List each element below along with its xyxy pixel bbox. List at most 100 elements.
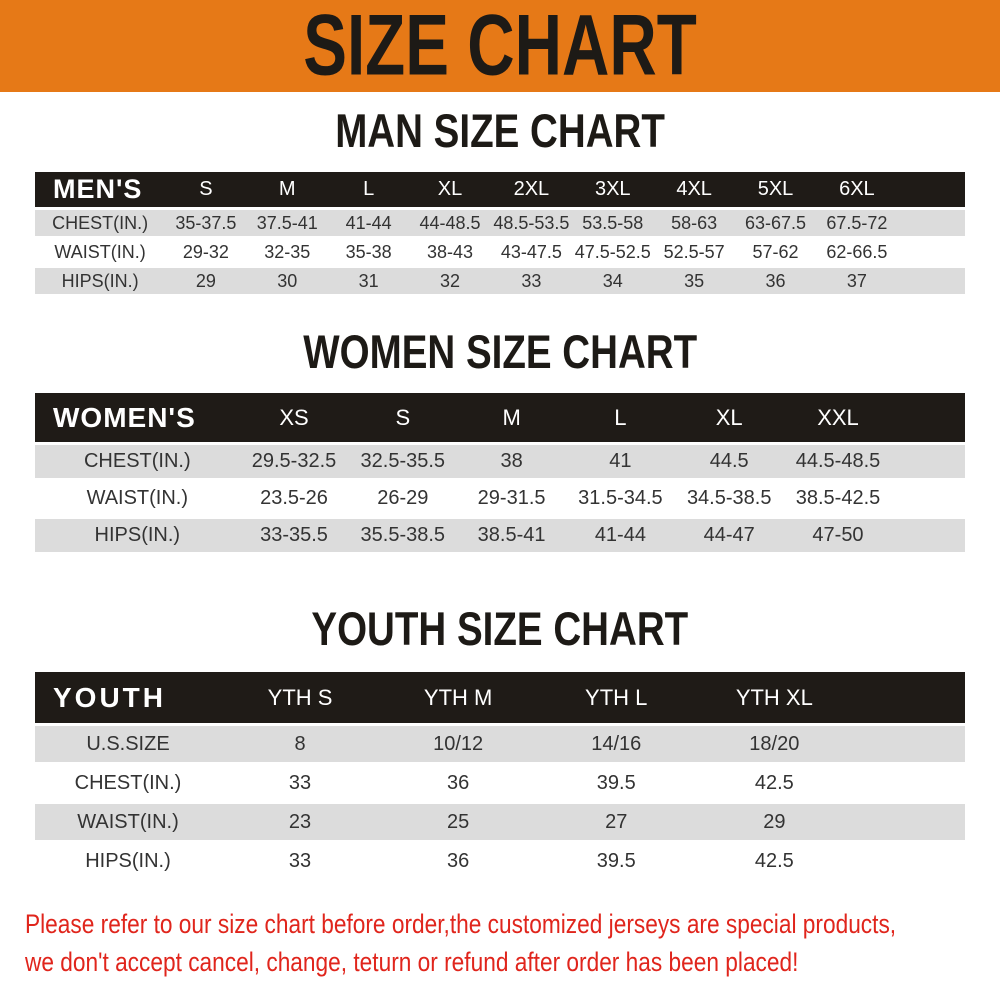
size-cell: 37.5-41	[246, 210, 328, 239]
size-cell: 44-47	[674, 519, 784, 556]
row-label: CHEST(IN.)	[35, 210, 166, 239]
row-label: HIPS(IN.)	[35, 268, 166, 297]
empty-cell	[853, 843, 965, 882]
size-cell: 38.5-41	[457, 519, 566, 556]
size-cell: 35-38	[327, 239, 410, 268]
table-row-ussize: U.S.SIZE 8 10/12 14/16 18/20	[35, 726, 965, 765]
size-cell: 29.5-32.5	[239, 445, 349, 482]
size-cell: 10/12	[379, 726, 538, 765]
row-label: WAIST(IN.)	[35, 482, 240, 519]
size-header-cell: 5XL	[734, 172, 817, 210]
man-section-title: MAN SIZE CHART	[335, 104, 665, 157]
size-cell: 25	[379, 804, 538, 843]
youth-table-title: YOUTH	[35, 672, 221, 726]
size-cell: 37	[816, 268, 898, 297]
empty-cell	[892, 445, 965, 482]
size-cell: 33	[221, 843, 380, 882]
size-cell: 53.5-58	[572, 210, 654, 239]
size-cell: 26-29	[348, 482, 458, 519]
table-row-waist: WAIST(IN.) 23.5-26 26-29 29-31.5 31.5-34…	[35, 482, 965, 519]
size-cell: 47.5-52.5	[572, 239, 654, 268]
size-cell: 41	[566, 445, 675, 482]
size-cell: 39.5	[537, 843, 696, 882]
size-cell: 31.5-34.5	[566, 482, 675, 519]
size-header-cell: 2XL	[490, 172, 573, 210]
table-row-hips: HIPS(IN.) 29 30 31 32 33 34 35 36 37	[35, 268, 965, 297]
size-cell: 31	[327, 268, 410, 297]
size-cell: 38-43	[409, 239, 491, 268]
size-header-cell: L	[566, 393, 675, 445]
size-cell: 44.5-48.5	[783, 445, 893, 482]
men-table-title: MEN'S	[35, 172, 166, 210]
size-header-cell: M	[457, 393, 566, 445]
size-cell: 58-63	[653, 210, 735, 239]
men-size-table: MEN'S S M L XL 2XL 3XL 4XL 5XL 6XL CHEST…	[35, 172, 965, 297]
row-label: U.S.SIZE	[35, 726, 221, 765]
table-row-waist: WAIST(IN.) 29-32 32-35 35-38 38-43 43-47…	[35, 239, 965, 268]
size-cell: 27	[537, 804, 696, 843]
size-header-cell: YTH XL	[695, 672, 854, 726]
size-header-cell: YTH M	[379, 672, 538, 726]
size-header-cell: 6XL	[816, 172, 898, 210]
size-cell: 39.5	[537, 765, 696, 804]
size-cell: 29	[695, 804, 854, 843]
size-header-cell: S	[348, 393, 458, 445]
size-header-cell: YTH S	[221, 672, 380, 726]
row-label: WAIST(IN.)	[35, 804, 221, 843]
size-header-cell: XL	[409, 172, 491, 210]
size-cell: 35	[653, 268, 735, 297]
banner-title: SIZE CHART	[303, 0, 697, 94]
women-table-title: WOMEN'S	[35, 393, 240, 445]
empty-cell	[853, 726, 965, 765]
size-header-cell: YTH L	[537, 672, 696, 726]
size-cell: 44-48.5	[409, 210, 491, 239]
footer-warning: Please refer to our size chart before or…	[25, 906, 1000, 982]
size-cell: 23	[221, 804, 380, 843]
size-cell: 43-47.5	[490, 239, 573, 268]
table-row-chest: CHEST(IN.) 35-37.5 37.5-41 41-44 44-48.5…	[35, 210, 965, 239]
size-cell: 36	[379, 843, 538, 882]
size-header-cell: L	[327, 172, 410, 210]
men-header-row: MEN'S S M L XL 2XL 3XL 4XL 5XL 6XL	[35, 172, 965, 210]
size-cell: 42.5	[695, 843, 854, 882]
size-cell: 63-67.5	[734, 210, 817, 239]
size-cell: 23.5-26	[239, 482, 349, 519]
table-row-chest: CHEST(IN.) 29.5-32.5 32.5-35.5 38 41 44.…	[35, 445, 965, 482]
youth-size-table: YOUTH YTH S YTH M YTH L YTH XL U.S.SIZE …	[35, 672, 965, 882]
size-cell: 33-35.5	[239, 519, 349, 556]
size-header-cell: 4XL	[653, 172, 735, 210]
size-cell: 34.5-38.5	[674, 482, 784, 519]
size-cell: 34	[572, 268, 654, 297]
size-cell: 33	[221, 765, 380, 804]
size-cell: 42.5	[695, 765, 854, 804]
empty-cell	[892, 519, 965, 556]
size-cell: 29-32	[165, 239, 247, 268]
footer-warning-line2: we don't accept cancel, change, teturn o…	[25, 946, 799, 977]
size-cell: 48.5-53.5	[490, 210, 573, 239]
women-size-table: WOMEN'S XS S M L XL XXL CHEST(IN.) 29.5-…	[35, 393, 965, 556]
size-header-cell: 3XL	[572, 172, 654, 210]
empty-cell	[897, 268, 965, 297]
size-header-cell: XL	[674, 393, 784, 445]
empty-cell	[897, 239, 965, 268]
size-cell: 8	[221, 726, 380, 765]
empty-cell	[853, 765, 965, 804]
size-cell: 41-44	[566, 519, 675, 556]
size-header-cell: XS	[239, 393, 349, 445]
size-cell: 57-62	[734, 239, 817, 268]
size-cell: 67.5-72	[816, 210, 898, 239]
size-cell: 32	[409, 268, 491, 297]
size-cell: 30	[246, 268, 328, 297]
empty-cell	[892, 393, 965, 445]
size-cell: 29-31.5	[457, 482, 566, 519]
size-cell: 35-37.5	[165, 210, 247, 239]
size-chart-banner: SIZE CHART	[0, 0, 1000, 92]
table-row-hips: HIPS(IN.) 33 36 39.5 42.5	[35, 843, 965, 882]
women-header-row: WOMEN'S XS S M L XL XXL	[35, 393, 965, 445]
row-label: HIPS(IN.)	[35, 843, 221, 882]
table-row-waist: WAIST(IN.) 23 25 27 29	[35, 804, 965, 843]
size-cell: 29	[165, 268, 247, 297]
size-cell: 32.5-35.5	[348, 445, 458, 482]
size-cell: 47-50	[783, 519, 893, 556]
size-cell: 33	[490, 268, 573, 297]
